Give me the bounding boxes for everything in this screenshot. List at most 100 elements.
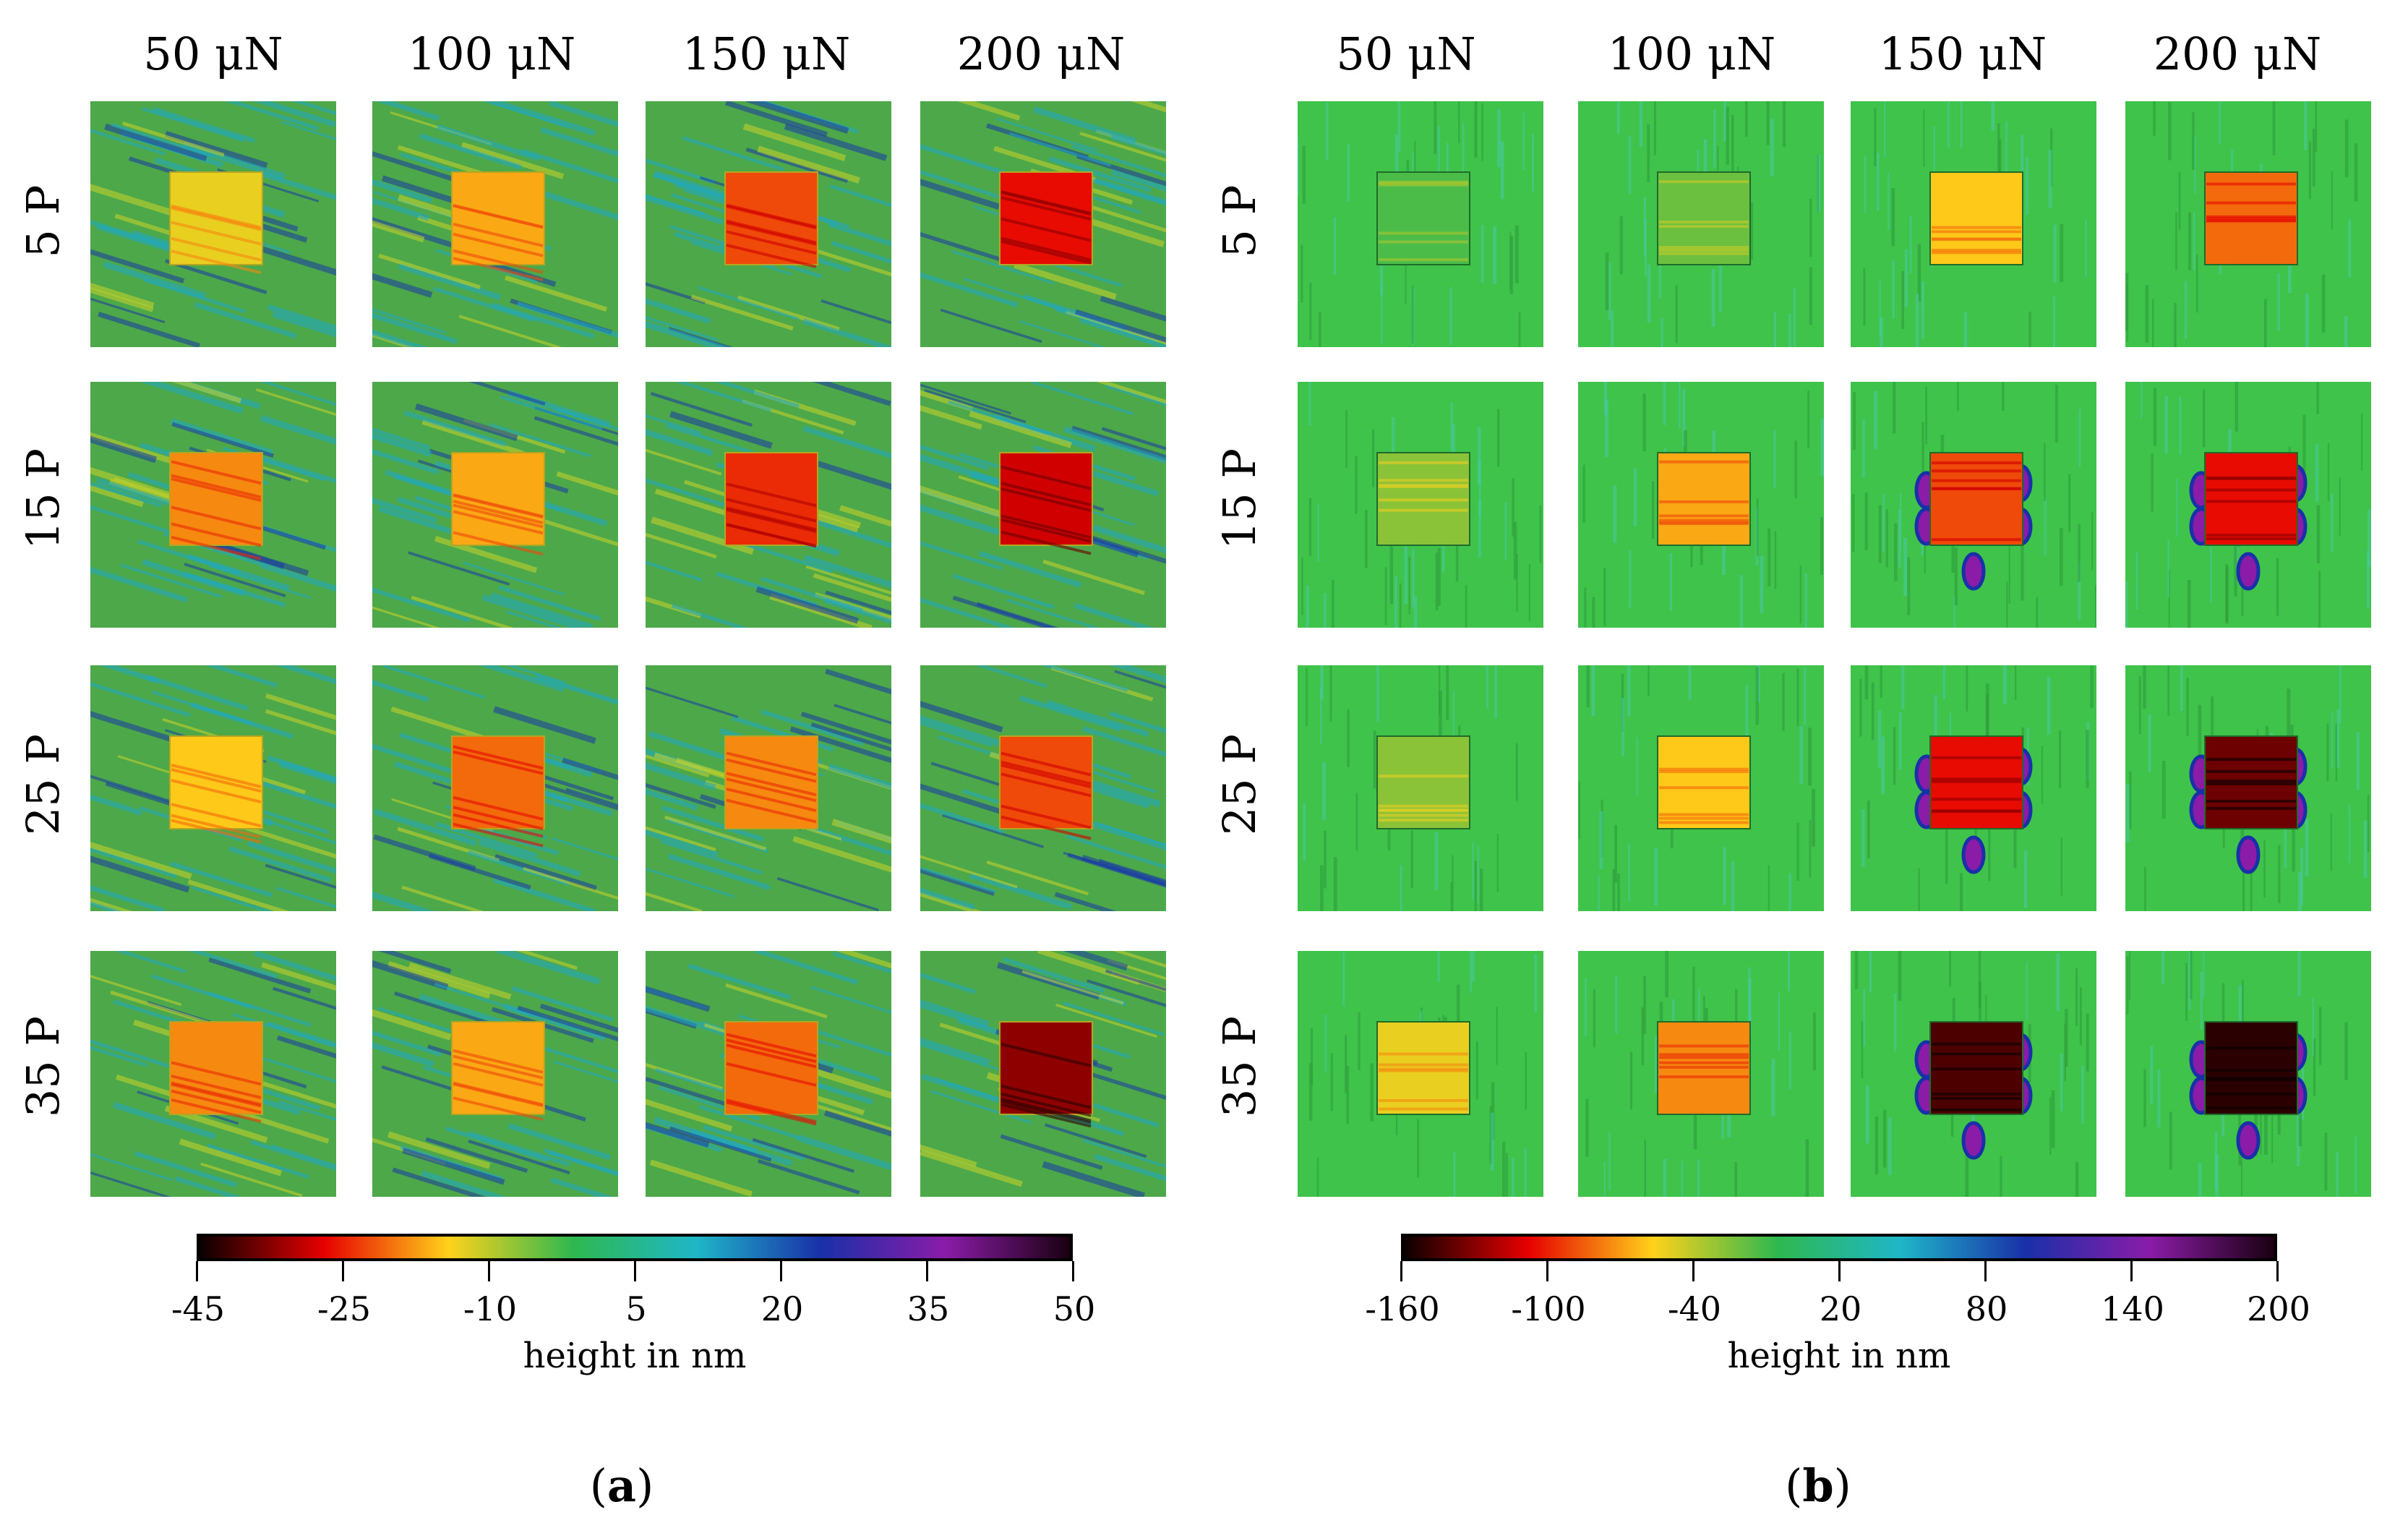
texture-streak xyxy=(393,991,497,1027)
texture-streak xyxy=(181,142,286,180)
pad-streak xyxy=(171,535,262,560)
colorbar-tick-label: -40 xyxy=(1667,1289,1722,1328)
texture-streak xyxy=(398,263,502,301)
afm-height-map xyxy=(1851,101,2096,347)
pad-streak xyxy=(453,503,544,529)
texture-streak xyxy=(1019,320,1106,347)
texture-streak xyxy=(408,551,510,586)
colorbar-tick xyxy=(634,1261,636,1281)
texture-streak xyxy=(833,952,891,974)
afm-map-svg xyxy=(2125,951,2371,1197)
pad-streak xyxy=(726,772,817,797)
pad-streak xyxy=(1001,530,1092,555)
texture-streak xyxy=(273,986,336,1010)
texture-streak xyxy=(661,805,765,842)
texture-streak xyxy=(1008,132,1111,167)
texture-streak xyxy=(209,565,312,599)
column-label: 200 μN xyxy=(2153,27,2322,80)
texture-streak xyxy=(134,1151,237,1187)
texture-streak xyxy=(411,595,513,628)
texture-streak xyxy=(1063,951,1128,971)
texture-streak xyxy=(540,127,618,157)
texture-streak xyxy=(372,587,471,623)
texture-streak xyxy=(90,901,122,911)
texture-streak xyxy=(1110,169,1166,192)
texture-streak xyxy=(792,836,891,873)
texture-streak xyxy=(111,123,213,158)
texture-streak xyxy=(281,121,336,141)
texture-streak xyxy=(646,315,719,342)
texture-streak xyxy=(1094,1153,1166,1182)
texture-streak xyxy=(372,273,433,298)
texture-streak xyxy=(920,1037,990,1066)
afm-height-map xyxy=(2125,101,2371,347)
texture-streak xyxy=(467,1130,570,1167)
texture-streak xyxy=(1002,957,1105,994)
texture-streak xyxy=(698,1104,802,1140)
pad-streak xyxy=(453,1083,544,1108)
panel-letter: a xyxy=(607,1459,637,1512)
texture-streak xyxy=(920,803,1005,834)
pad-streak xyxy=(171,522,262,547)
texture-streak xyxy=(646,478,738,511)
texture-streak xyxy=(425,1137,528,1173)
texture-streak xyxy=(755,951,859,985)
texture-streak xyxy=(920,272,1019,308)
texture-streak xyxy=(271,1144,336,1167)
texture-streak xyxy=(1045,1123,1147,1158)
afm-map-svg xyxy=(90,101,336,347)
colorbar-tick xyxy=(1984,1261,1987,1281)
pad-streak xyxy=(726,1062,817,1087)
texture-streak xyxy=(974,665,1047,688)
pad-streak xyxy=(453,1062,544,1087)
texture-streak xyxy=(104,123,207,161)
texture-streak xyxy=(505,665,566,685)
texture-streak xyxy=(497,951,601,985)
row-label: 5 P xyxy=(17,184,69,258)
texture-streak xyxy=(562,757,618,780)
row-label: 15 P xyxy=(17,448,69,550)
afm-height-map xyxy=(90,665,336,911)
texture-streak xyxy=(920,504,1008,538)
texture-streak xyxy=(372,217,463,251)
pad-streak xyxy=(171,505,262,531)
texture-streak xyxy=(534,416,618,446)
texture-streak xyxy=(373,808,477,846)
texture-streak xyxy=(511,986,614,1023)
afm-height-map xyxy=(372,665,618,911)
texture-streak xyxy=(654,1117,757,1155)
afm-height-map xyxy=(1298,382,1543,628)
texture-streak xyxy=(646,826,716,852)
texture-streak xyxy=(969,872,1073,910)
texture-streak xyxy=(669,411,773,449)
afm-height-map xyxy=(646,101,891,347)
texture-streak xyxy=(646,158,716,184)
pad-streak xyxy=(726,1101,817,1126)
texture-streak xyxy=(103,261,207,299)
pad-streak xyxy=(1001,518,1092,543)
afm-height-map xyxy=(2125,382,2371,628)
texture-streak xyxy=(401,885,484,911)
texture-streak xyxy=(267,1021,336,1048)
texture-streak xyxy=(493,706,596,744)
texture-streak xyxy=(646,867,734,898)
texture-streak xyxy=(372,680,429,702)
afm-height-map xyxy=(920,951,1166,1197)
panel-caption: (a) xyxy=(589,1459,654,1512)
texture-streak xyxy=(920,866,996,893)
texture-streak xyxy=(550,1177,614,1197)
afm-height-map xyxy=(1298,951,1543,1197)
texture-streak xyxy=(523,866,618,900)
texture-streak xyxy=(1055,1003,1158,1038)
pad-streak xyxy=(453,806,544,831)
texture-streak xyxy=(260,1080,336,1109)
texture-streak xyxy=(498,585,601,621)
texture-streak xyxy=(521,148,618,184)
column-label: 200 μN xyxy=(956,27,1126,80)
texture-streak xyxy=(505,275,607,312)
texture-streak xyxy=(1000,1134,1103,1170)
colorbar-tick xyxy=(196,1261,198,1281)
afm-map-svg xyxy=(1851,382,2096,628)
texture-streak xyxy=(1071,425,1166,461)
texture-streak xyxy=(437,124,540,161)
